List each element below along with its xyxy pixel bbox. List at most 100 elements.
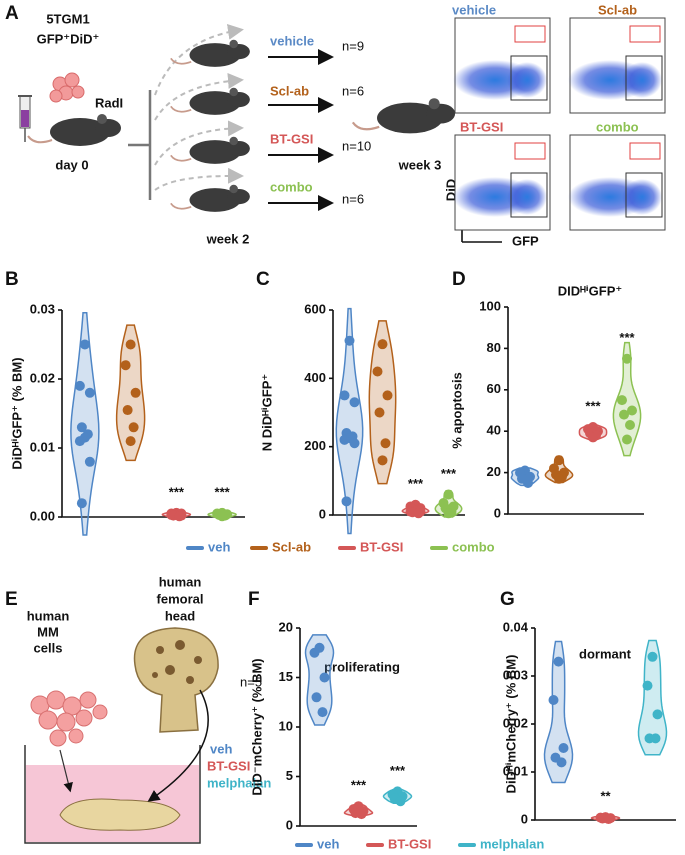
significance: *** xyxy=(215,484,231,499)
treatment: BT-GSI xyxy=(207,758,250,773)
flow-gate xyxy=(629,142,661,160)
mouse-tail xyxy=(170,154,192,162)
significance: ** xyxy=(600,789,611,804)
y-tick-label: 80 xyxy=(487,340,501,355)
panel-label: G xyxy=(500,589,515,610)
data-point xyxy=(317,707,328,718)
mouse-body xyxy=(189,91,241,115)
data-point xyxy=(344,335,355,346)
cell-cluster xyxy=(49,72,85,103)
week2-label: week 2 xyxy=(206,231,250,246)
flow-gate xyxy=(510,55,548,101)
flow-gate xyxy=(629,25,661,43)
mouse-ear xyxy=(97,114,107,124)
n-label: n=5 xyxy=(240,674,262,689)
data-point xyxy=(74,380,85,391)
data-point xyxy=(125,436,136,447)
violin xyxy=(335,307,364,535)
violin xyxy=(637,639,668,756)
panel-a: 5TGM1 GFP⁺DiD⁺ RadI day 0 week 2 week 3 … xyxy=(18,2,639,248)
mouse-tail xyxy=(351,121,380,131)
mouse-body xyxy=(50,118,110,146)
flow-plot xyxy=(453,17,551,114)
treatment: BT-GSI xyxy=(270,131,313,146)
mouse-tail xyxy=(170,105,192,113)
week3-label: week 3 xyxy=(398,157,442,172)
data-point xyxy=(120,360,131,371)
data-point xyxy=(84,387,95,398)
violin xyxy=(304,634,335,726)
treatment: vehicle xyxy=(270,33,314,48)
significance: *** xyxy=(351,778,367,793)
y-tick-label: 0 xyxy=(286,817,293,832)
data-point xyxy=(556,757,567,768)
legend-label: Scl-ab xyxy=(272,539,311,554)
y-tick-label: 0.02 xyxy=(503,715,528,730)
syringe xyxy=(18,95,32,142)
data-point xyxy=(558,743,569,753)
data-point xyxy=(627,405,637,416)
beaker xyxy=(24,745,201,844)
treatment-arrows xyxy=(268,49,334,211)
data-point xyxy=(617,395,627,406)
flow-cloud xyxy=(622,179,662,215)
panel-label: F xyxy=(248,589,260,610)
data-point xyxy=(217,511,228,522)
mouse-ear xyxy=(229,87,238,97)
data-point xyxy=(647,651,658,662)
treatment: veh xyxy=(210,741,232,756)
mouse-tail xyxy=(170,202,192,210)
flow-plot xyxy=(568,17,666,114)
significance: *** xyxy=(408,476,424,491)
mouse-body xyxy=(189,188,241,212)
data-point xyxy=(356,809,367,820)
mouse-body xyxy=(189,43,241,67)
axis-line xyxy=(534,628,676,821)
y-tick-label: 40 xyxy=(487,423,501,438)
mouse-ear xyxy=(428,98,440,110)
y-tick-label: 10 xyxy=(279,718,293,733)
data-point xyxy=(76,498,87,509)
data-point xyxy=(122,405,133,416)
data-point xyxy=(395,796,406,807)
flow-title: combo xyxy=(596,119,639,134)
treatment: Scl-ab xyxy=(270,83,309,98)
mouse-tail xyxy=(27,135,53,144)
legend-label: veh xyxy=(208,539,230,554)
flow-gate xyxy=(625,55,663,101)
bone-label: head xyxy=(165,608,195,623)
data-point xyxy=(319,672,330,683)
data-point xyxy=(652,709,663,720)
axis-line xyxy=(507,307,644,515)
flow-gate xyxy=(625,172,663,218)
y-tick-label: 600 xyxy=(304,301,326,316)
data-point xyxy=(443,489,454,500)
y-tick-label: 0.01 xyxy=(30,439,55,454)
y-tick-label: 0.02 xyxy=(30,370,55,385)
mouse-icon xyxy=(170,136,250,164)
cells-label: MM xyxy=(37,624,59,639)
flow-cloud xyxy=(622,62,662,98)
bone-fragment xyxy=(59,798,181,831)
y-tick-label: 0.00 xyxy=(30,508,55,523)
data-point xyxy=(619,409,629,420)
chart-title: DIDᴴⁱGFP⁺ xyxy=(558,283,623,298)
data-point xyxy=(309,647,320,658)
y-tick-label: 60 xyxy=(487,381,501,396)
panel-label: C xyxy=(256,269,270,290)
significance: *** xyxy=(441,466,457,481)
data-point xyxy=(125,339,136,350)
data-point xyxy=(523,477,533,488)
data-point xyxy=(642,680,653,691)
n-label: n=9 xyxy=(342,38,364,53)
data-point xyxy=(76,422,87,433)
n-label: n=10 xyxy=(342,138,371,153)
mouse-icon xyxy=(170,184,250,212)
chart-title: dormant xyxy=(579,646,632,661)
flow-cloud xyxy=(507,62,547,98)
data-point xyxy=(554,473,564,484)
data-point xyxy=(554,455,564,466)
data-point xyxy=(622,353,632,364)
data-point xyxy=(372,366,383,377)
panel-label: E xyxy=(5,589,18,610)
